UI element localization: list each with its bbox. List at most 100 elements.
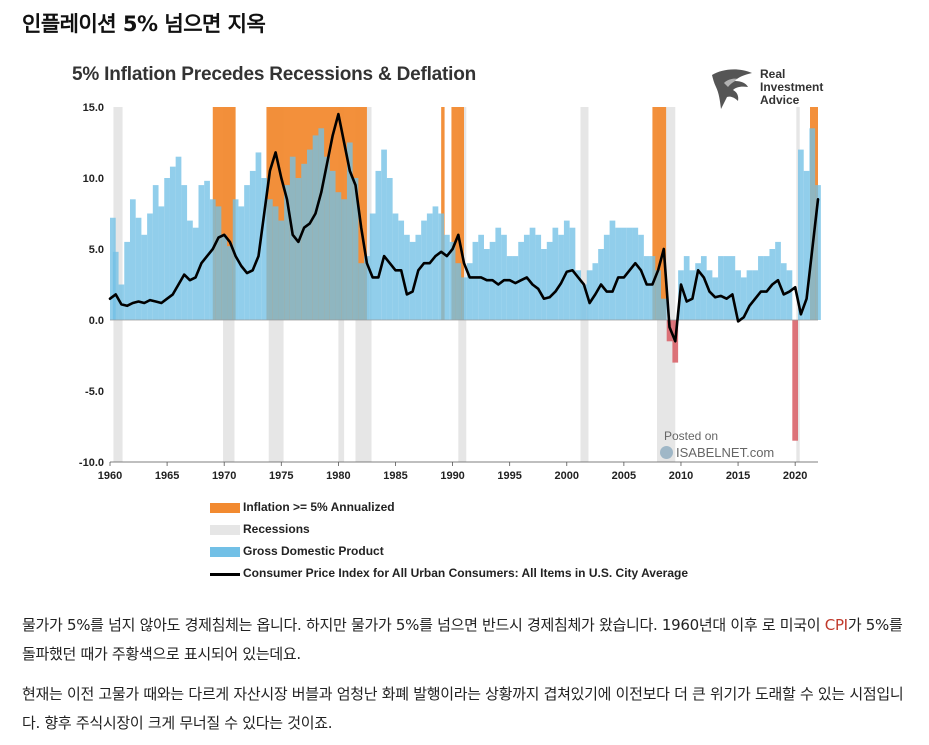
gdp-bar (758, 256, 764, 320)
gdp-bar (569, 227, 576, 320)
legend-label: Inflation >= 5% Annualized (243, 500, 395, 514)
gdp-bar (386, 178, 393, 320)
paragraph-1-text-end: 가 5%를 돌파했던 때가 주황색으로 표시되어 있는데요. (22, 616, 903, 663)
gdp-bar (461, 277, 467, 320)
gdp-bar (289, 156, 296, 320)
x-tick-label: 1980 (326, 470, 350, 482)
gdp-bar (306, 149, 313, 320)
gdp-bar (449, 241, 456, 320)
gdp-bar (803, 170, 810, 320)
gdp-bar (655, 270, 661, 320)
gdp-bar (244, 185, 250, 320)
gdp-bar (609, 220, 616, 320)
gdp-bar (192, 227, 199, 320)
gdp-bar (358, 263, 365, 320)
legend-swatch (210, 525, 240, 535)
gdp-bar (558, 234, 564, 320)
gdp-bar (495, 227, 502, 320)
cpi-line (108, 112, 820, 343)
gdp-bar (483, 249, 490, 320)
gdp-bar (215, 206, 222, 320)
gdp-bar (198, 185, 205, 320)
gdp-bar (603, 234, 610, 320)
gdp-bar (700, 256, 707, 320)
x-tick-label: 1985 (383, 470, 407, 482)
gdp-bar (112, 251, 119, 320)
gdp-bar (141, 234, 148, 320)
gdp-bar (204, 180, 210, 320)
legend-label: Recessions (243, 522, 310, 536)
cpi-line-layer (108, 112, 820, 343)
gdp-bar (575, 270, 582, 320)
gdp-bar (472, 241, 479, 320)
gdp-bar (415, 234, 422, 320)
gdp-bar (135, 217, 142, 320)
legend-label: Consumer Price Index for All Urban Consu… (243, 566, 688, 580)
y-tick-label: -10.0 (79, 457, 104, 469)
gdp-bar (660, 298, 667, 320)
y-tick-label: 15.0 (83, 102, 104, 114)
gdp-bar (187, 220, 193, 320)
watermark-site-label: ISABELNET.com (676, 445, 775, 460)
brand-line: Advice (760, 93, 800, 107)
gdp-bar (444, 234, 450, 320)
x-tick-label: 2020 (783, 470, 807, 482)
gdp-bar (563, 220, 570, 320)
gdp-bar (512, 256, 519, 320)
gdp-bar (227, 246, 233, 320)
gdp-bar (426, 213, 433, 320)
eagle-icon (712, 69, 752, 109)
gdp-bar (381, 149, 387, 320)
gdp-bar (649, 256, 656, 320)
brand-line: Real (760, 67, 786, 81)
gdp-bar (352, 178, 359, 320)
x-tick-label: 1960 (98, 470, 122, 482)
gdp-bar (535, 234, 542, 320)
gdp-bar (318, 128, 325, 320)
gdp-bar (369, 213, 376, 320)
x-tick-label: 1965 (155, 470, 179, 482)
chart-figure: 15.0 10.0 5.0 0.0 -5.0 -10.0 1960 1965 1970 1975 1… (60, 55, 850, 595)
gdp-bar (735, 270, 741, 320)
legend-swatch (210, 503, 240, 513)
paragraph-1-text: 물가가 5%를 넘지 않아도 경제침체는 옵니다. 하지만 물가가 5%를 넘으… (22, 616, 825, 634)
gdp-bar (272, 206, 279, 320)
gdp-bar (752, 270, 759, 320)
gdp-bar (261, 178, 268, 320)
gdp-bar (786, 270, 793, 320)
gdp-bar (706, 270, 713, 320)
gdp-bar (375, 170, 382, 320)
gdp-bar (718, 256, 724, 320)
gdp-bar (324, 156, 330, 320)
gdp-bar (129, 199, 136, 320)
gdp-bar (232, 199, 239, 320)
gdp-bar (643, 256, 650, 320)
gdp-bar (815, 185, 821, 320)
gdp-bar (683, 256, 690, 320)
watermark-posted: Posted on (664, 429, 719, 443)
cpi-link[interactable]: CPI (824, 616, 848, 634)
gdp-bar (626, 227, 633, 320)
gdp-bar (404, 234, 410, 320)
gdp-bar (147, 213, 153, 320)
gdp-bar (632, 227, 639, 320)
gdp-bar (621, 227, 627, 320)
legend-label: Gross Domestic Product (243, 544, 384, 558)
gdp-bar (729, 256, 736, 320)
inflation-band (652, 107, 667, 320)
gdp-bar (392, 213, 399, 320)
gdp-bars (110, 128, 821, 441)
gdp-bar (792, 320, 799, 441)
gdp-bar (552, 227, 559, 320)
gdp-bar (295, 178, 302, 320)
gdp-bar (592, 263, 599, 320)
x-tick-label: 1995 (497, 470, 521, 482)
gdp-bar (169, 166, 176, 320)
gdp-bar (335, 192, 342, 320)
gdp-bar (798, 149, 804, 320)
gdp-bar (638, 234, 644, 320)
gdp-bar (615, 227, 622, 320)
gdp-bar (438, 213, 445, 320)
gdp-bar (329, 170, 336, 320)
